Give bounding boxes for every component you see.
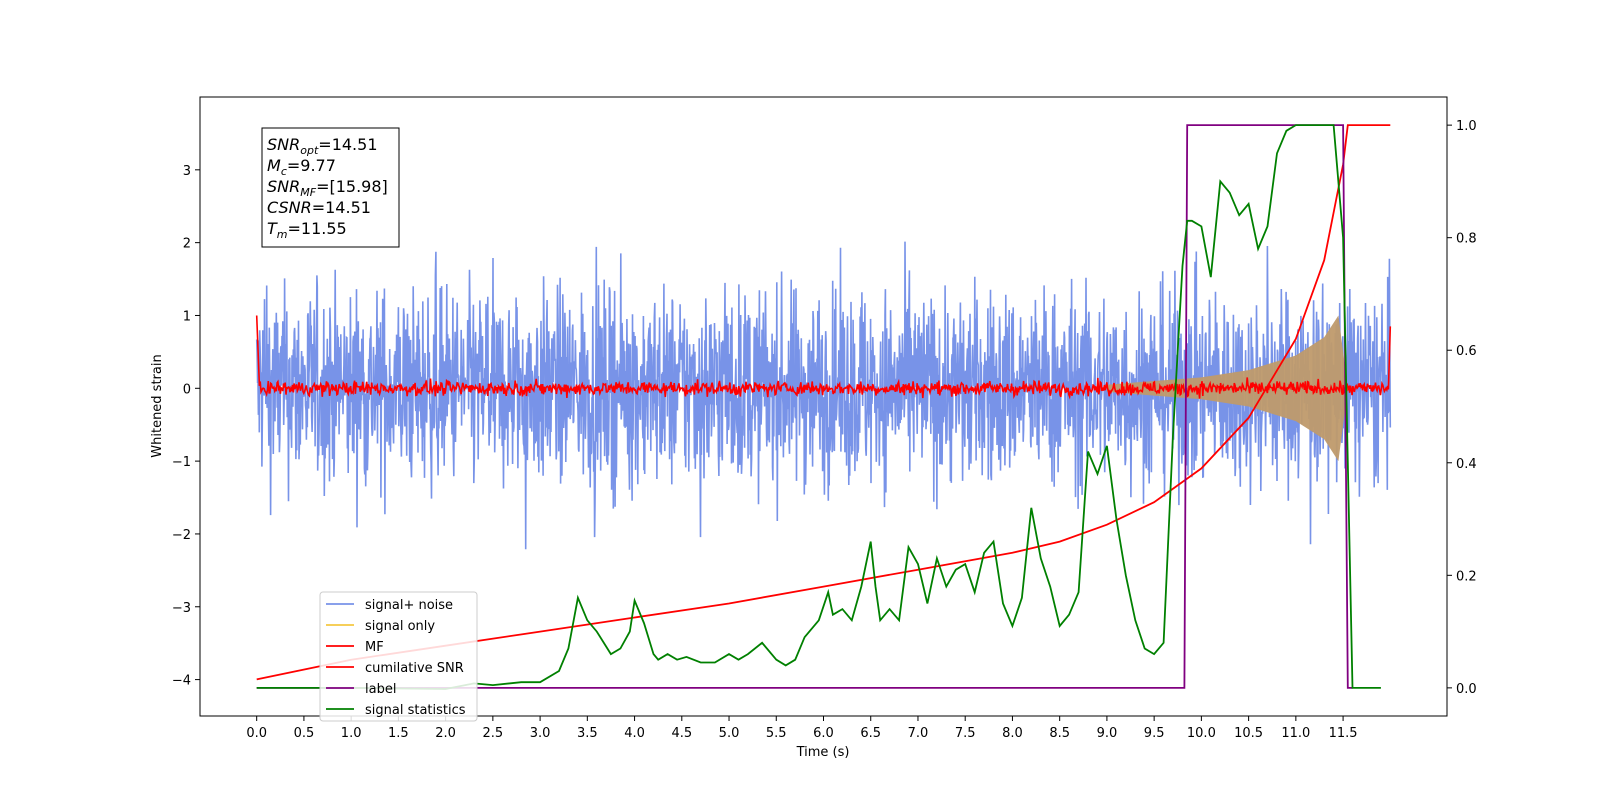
y-tick-label: −1 [172, 455, 191, 470]
y2-tick-label: 0.0 [1456, 682, 1477, 697]
annotation-line: Tm=11.55 [267, 219, 347, 241]
y2-tick-label: 1.0 [1456, 119, 1477, 134]
x-tick-label: 8.0 [1002, 726, 1023, 741]
legend-frame [319, 591, 478, 722]
y-tick-label: 0 [183, 382, 191, 397]
series-signal-statistics [256, 124, 1381, 690]
y-tick-label: −3 [172, 601, 191, 616]
series-cumilative-snr [256, 124, 1391, 681]
y-axis-label: Whitened strain [150, 354, 165, 457]
x-tick-label: 2.5 [483, 726, 504, 741]
y-tick-label: −4 [172, 674, 191, 689]
x-tick-label: 8.5 [1049, 726, 1070, 741]
annotation-line: Mc=9.77 [267, 156, 336, 178]
legend-label: signal only [365, 619, 435, 634]
y-tick-label: 3 [183, 164, 191, 179]
x-tick-label: 0.0 [246, 726, 267, 741]
x-tick-label: 1.0 [341, 726, 362, 741]
stats-annotation-box: SNRopt=14.51Mc=9.77SNRMF=[15.98]CSNR=14.… [261, 127, 400, 248]
x-tick-label: 5.0 [719, 726, 740, 741]
x-tick-label: 0.5 [294, 726, 315, 741]
y-tick-label: 2 [183, 237, 191, 252]
x-tick-label: 5.5 [766, 726, 787, 741]
annotation-line: SNRMF=[15.98] [267, 177, 388, 199]
x-tick-label: 3.5 [577, 726, 598, 741]
y-tick-label: −2 [172, 528, 191, 543]
x-tick-label: 11.0 [1281, 726, 1310, 741]
legend-label: label [365, 682, 396, 697]
annotation-line: CSNR=14.51 [267, 198, 371, 217]
series-label [256, 124, 1353, 689]
x-tick-label: 4.0 [624, 726, 645, 741]
legend-label: MF [365, 640, 384, 655]
y2-tick-label: 0.6 [1456, 344, 1477, 359]
x-tick-label: 10.5 [1234, 726, 1263, 741]
x-tick-label: 6.5 [860, 726, 881, 741]
x-tick-label: 3.0 [530, 726, 551, 741]
x-axis-label: Time (s) [796, 745, 850, 760]
legend-label: signal+ noise [365, 598, 453, 613]
x-tick-label: 2.0 [435, 726, 456, 741]
y-tick-label: 1 [183, 309, 191, 324]
x-tick-label: 11.5 [1329, 726, 1358, 741]
x-tick-label: 4.5 [671, 726, 692, 741]
x-tick-label: 1.5 [388, 726, 409, 741]
plot-area [255, 124, 1392, 690]
axes: 0.0 0.5 1.0 1.5 2.0 2.5 3.0 3.5 4.0 4.5 5.0 5.5 6.0 6… [172, 119, 1477, 741]
y2-tick-label: 0.8 [1456, 232, 1477, 247]
x-tick-label: 7.0 [908, 726, 929, 741]
x-tick-label: 7.5 [955, 726, 976, 741]
y2-tick-label: 0.4 [1456, 457, 1477, 472]
x-tick-label: 6.0 [813, 726, 834, 741]
x-tick-label: 10.0 [1187, 726, 1216, 741]
x-tick-label: 9.0 [1097, 726, 1118, 741]
annotation-line: SNRopt=14.51 [267, 135, 378, 157]
legend: signal+ noise signal only MF cumilative SNR… [319, 591, 478, 722]
x-tick-label: 9.5 [1144, 726, 1165, 741]
legend-label: signal statistics [365, 703, 466, 718]
annotation-frame [261, 127, 400, 248]
y2-tick-label: 0.2 [1456, 569, 1477, 584]
legend-label: cumilative SNR [365, 661, 464, 676]
series-mf [255, 315, 1392, 400]
